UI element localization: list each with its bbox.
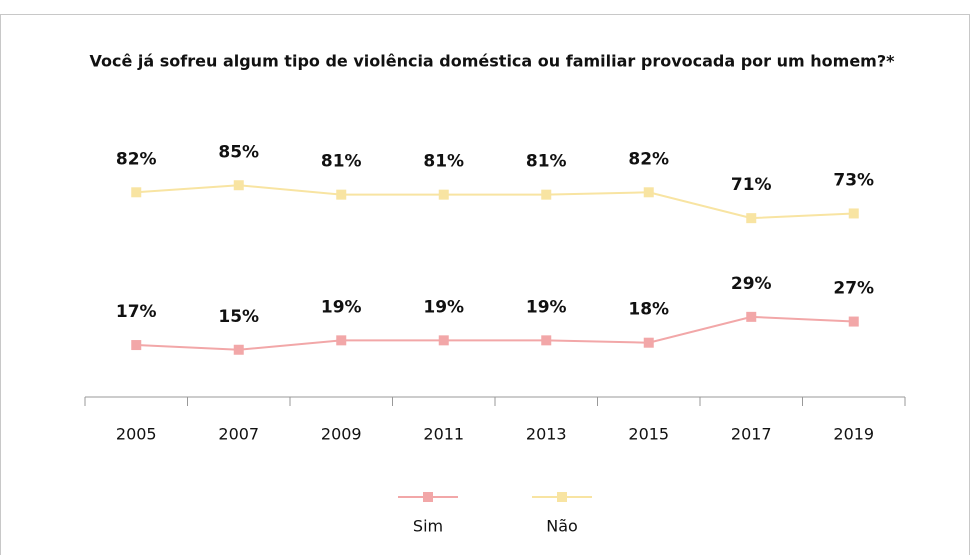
value-label: 81%	[526, 152, 567, 172]
x-tick-label: 2017	[731, 425, 772, 444]
x-tick-label: 2011	[423, 425, 464, 444]
value-label: 27%	[833, 279, 874, 299]
legend-label: Não	[546, 517, 578, 536]
x-tick-label: 2013	[526, 425, 567, 444]
value-label: 19%	[423, 297, 464, 317]
point	[131, 187, 142, 198]
x-tick-label: 2009	[321, 425, 362, 444]
point	[746, 213, 757, 224]
point	[438, 189, 449, 200]
value-label: 18%	[628, 300, 669, 320]
value-label: 85%	[218, 142, 259, 162]
point	[131, 340, 142, 351]
value-label: 17%	[116, 302, 157, 322]
point	[336, 335, 347, 346]
point	[541, 189, 552, 200]
point	[848, 208, 859, 219]
legend-label: Sim	[413, 517, 443, 536]
value-label: 82%	[116, 149, 157, 169]
point	[233, 180, 244, 191]
legend-marker	[557, 492, 567, 502]
value-label: 19%	[321, 297, 362, 317]
point	[746, 311, 757, 322]
x-tick-label: 2019	[833, 425, 874, 444]
value-label: 81%	[321, 152, 362, 172]
point	[438, 335, 449, 346]
point	[643, 337, 654, 348]
point	[336, 189, 347, 200]
series-line	[136, 315, 854, 351]
x-tick-label: 2005	[116, 425, 157, 444]
value-label: 82%	[628, 149, 669, 169]
x-tick-label: 2015	[628, 425, 669, 444]
point	[848, 316, 859, 327]
point	[541, 335, 552, 346]
value-label: 71%	[731, 175, 772, 195]
series-line	[136, 184, 854, 220]
legend-marker	[423, 492, 433, 502]
value-label: 81%	[423, 152, 464, 172]
point	[643, 187, 654, 198]
frame	[0, 14, 970, 555]
x-tick-label: 2007	[218, 425, 259, 444]
chart-title: Você já sofreu algum tipo de violência d…	[90, 52, 896, 71]
value-label: 15%	[218, 307, 259, 327]
value-label: 19%	[526, 297, 567, 317]
value-label: 73%	[833, 170, 874, 190]
value-label: 29%	[731, 274, 772, 294]
point	[233, 344, 244, 355]
